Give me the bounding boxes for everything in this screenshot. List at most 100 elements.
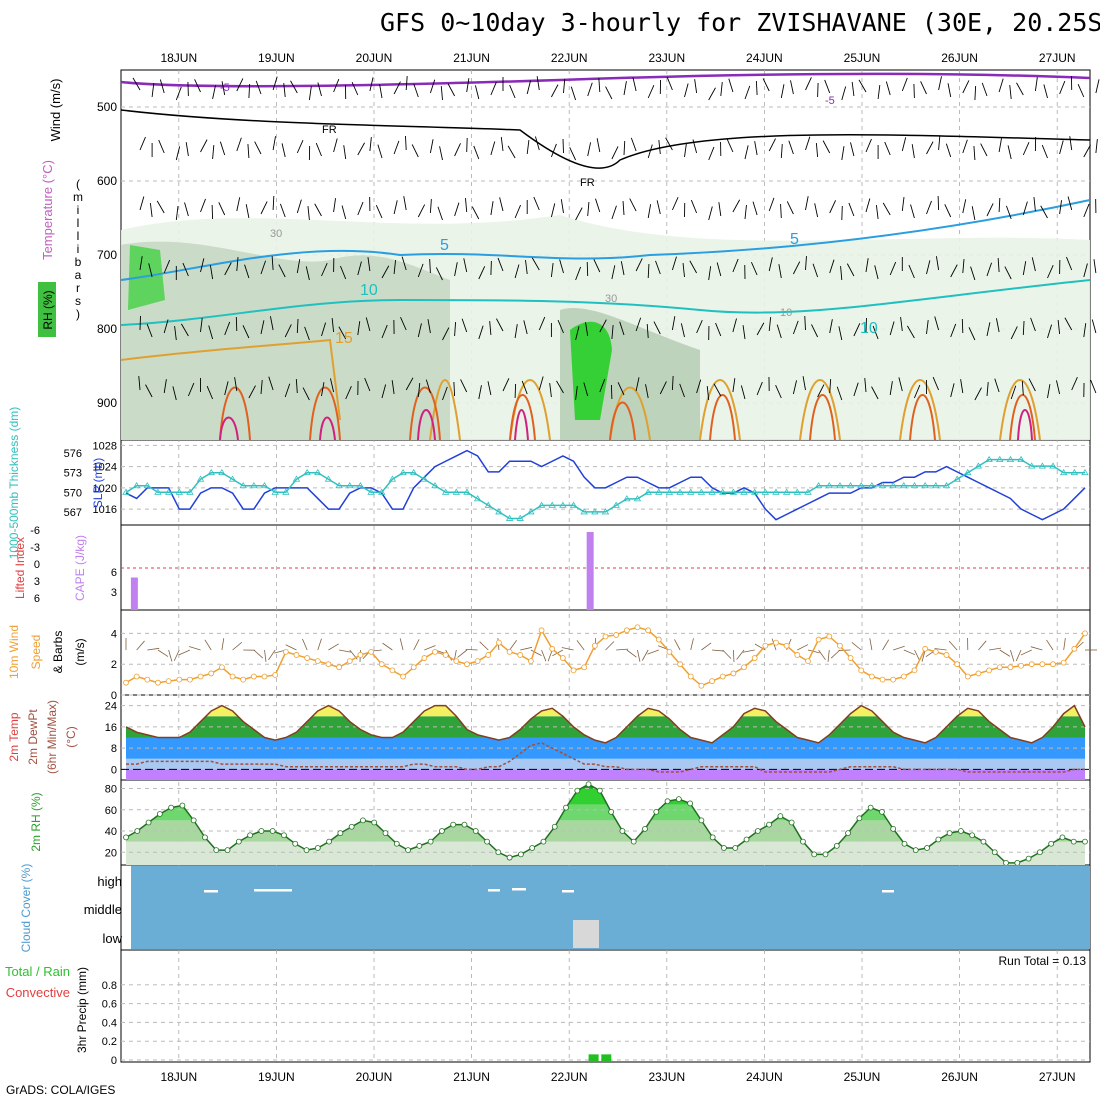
wind-barb [163, 319, 169, 334]
wind-barb [158, 139, 165, 154]
rh-marker [202, 834, 208, 841]
wind-barb [341, 205, 347, 220]
wind-barb [1057, 320, 1061, 335]
rh-marker [901, 840, 908, 847]
wind-barb [531, 257, 540, 271]
rh-marker [382, 830, 389, 837]
wind-barb [149, 203, 153, 218]
x-label-bottom: 18JUN [160, 1070, 197, 1084]
rh-marker [484, 838, 490, 845]
wind-barb [858, 79, 867, 93]
wind-barb [932, 376, 940, 391]
wind-barb [947, 83, 952, 98]
wind-barb [357, 201, 364, 216]
wind-barb [393, 140, 400, 155]
wind-barb [980, 143, 988, 157]
wind-barb [720, 82, 723, 97]
wind-barb [884, 141, 891, 156]
wind-barb-10m [509, 640, 517, 651]
thickness-marker [346, 481, 354, 489]
thickness-marker [132, 481, 141, 489]
wind-barb [911, 144, 915, 159]
thickness-marker [836, 481, 844, 489]
wind-barb [974, 85, 977, 101]
rh-marker [890, 825, 897, 832]
wind-barb [671, 256, 677, 271]
thickness-marker [804, 488, 812, 495]
wind-barb-10m [732, 649, 735, 663]
wind-barb [901, 137, 907, 152]
wind-barb [635, 317, 642, 332]
wind-barb [284, 324, 292, 338]
wind-speed-marker [389, 667, 396, 674]
thickness-marker [964, 468, 972, 476]
wind-barb [692, 139, 698, 154]
wind-barb-10m [413, 639, 420, 651]
wind-barb [271, 256, 274, 271]
wind-barb [245, 204, 250, 219]
wind-barb [538, 316, 546, 331]
wind-barb [1067, 196, 1073, 211]
wind-barb [221, 81, 226, 96]
thickness-marker [1028, 462, 1036, 469]
rh-marker [472, 828, 479, 834]
wind-barb [1009, 85, 1012, 100]
wind-barb [236, 257, 239, 272]
wind-speed-marker [176, 676, 183, 683]
wind-barb-10m [1063, 638, 1066, 651]
wind-barb [429, 258, 431, 274]
thickness-marker [207, 468, 215, 476]
wind-speed-marker [314, 658, 321, 665]
wind-barb [526, 80, 532, 95]
wind-barb [617, 382, 625, 396]
wind-barb [248, 385, 256, 399]
rh-marker [664, 798, 671, 805]
wind-barb [550, 143, 557, 158]
thickness-marker [441, 488, 450, 495]
wind-barb [708, 87, 716, 101]
wind-barb [1059, 80, 1066, 95]
run-total-label: Run Total = 0.13 [998, 954, 1086, 968]
wind-barb-10m [637, 649, 641, 662]
thickness-marker [825, 481, 833, 489]
wind-barb-10m [382, 642, 393, 651]
wind-barb [509, 84, 516, 99]
wind-barb [405, 135, 407, 151]
rh-marker [348, 823, 355, 830]
wind-barb [684, 143, 687, 158]
millibars-letter: b [75, 255, 82, 269]
wind-barb [369, 77, 374, 92]
wind-barb [1071, 377, 1078, 391]
millibars-letter: l [77, 216, 80, 230]
wind-barb [846, 263, 855, 277]
cloud-axis-label: Cloud Cover (%) [19, 864, 33, 953]
wind-barb [587, 202, 590, 217]
wind-barb [535, 136, 540, 151]
rh-marker [168, 804, 175, 811]
wind-speed-marker [485, 652, 492, 658]
wind-speed-marker [293, 652, 300, 658]
thickness-marker [868, 481, 876, 489]
wind-barb [874, 265, 879, 280]
rh-marker [811, 851, 818, 858]
wind-barb [429, 139, 434, 154]
wind-barb [526, 140, 530, 155]
wind-speed-marker [954, 661, 961, 668]
wind-barb-10m [893, 645, 905, 651]
rh-marker [292, 840, 299, 847]
wind-barb [718, 202, 722, 217]
wind-speed-marker [826, 633, 833, 640]
wind-barb [514, 324, 518, 339]
wind-barb [805, 77, 812, 91]
rh-marker [1048, 840, 1055, 847]
wind-barb [620, 261, 625, 276]
wind-barb [635, 377, 640, 392]
wind-speed-marker [538, 627, 545, 634]
wind-barb [680, 323, 685, 338]
wind-speed-marker [506, 648, 513, 655]
thickness-marker [527, 508, 535, 515]
wind-barb-10m [232, 641, 243, 651]
wind-barb [551, 84, 559, 98]
cloud-cover-field [131, 866, 1090, 949]
precip-axis-label: 3hr Precip (mm) [75, 967, 89, 1053]
